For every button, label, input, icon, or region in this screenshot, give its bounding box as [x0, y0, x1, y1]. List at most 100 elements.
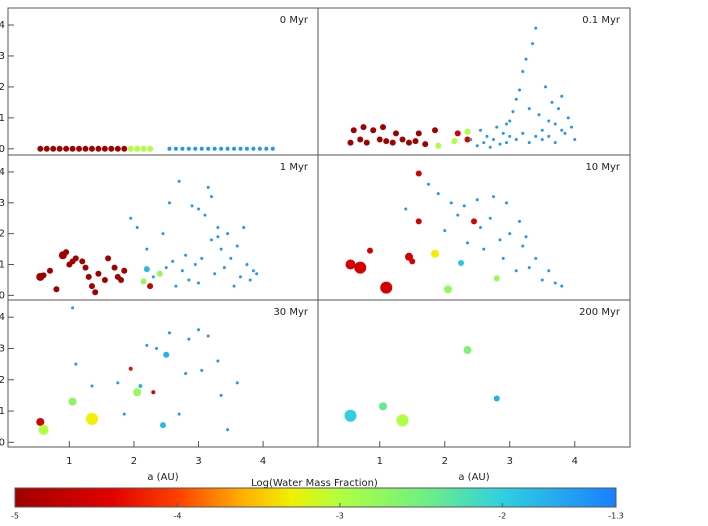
- x-tick-label: 1: [66, 456, 72, 467]
- point: [79, 258, 86, 265]
- point: [95, 145, 102, 152]
- point: [415, 218, 422, 225]
- colorbar-tick-label: -2: [498, 512, 506, 521]
- y-tick-label: 4: [0, 20, 5, 31]
- point: [524, 57, 528, 61]
- point: [524, 235, 528, 239]
- point: [479, 128, 482, 132]
- point: [155, 346, 159, 350]
- point: [370, 127, 377, 134]
- point: [105, 255, 112, 262]
- point: [203, 213, 207, 217]
- point: [482, 247, 486, 251]
- point: [50, 145, 57, 152]
- point: [466, 241, 469, 245]
- point: [563, 131, 567, 135]
- point: [380, 281, 393, 294]
- point: [37, 145, 44, 152]
- point: [197, 207, 201, 211]
- point: [505, 201, 508, 205]
- point: [501, 256, 505, 260]
- point: [63, 145, 70, 152]
- point: [127, 145, 134, 152]
- point: [209, 238, 213, 242]
- point: [518, 88, 521, 92]
- point: [462, 204, 466, 208]
- point: [36, 417, 45, 426]
- colorbar-tick-label: -1.3: [608, 512, 624, 521]
- y-tick-label: 1: [0, 406, 5, 417]
- point: [255, 272, 259, 276]
- panel-title: 0 Myr: [280, 15, 309, 26]
- x-axis-label: a (AU): [147, 472, 178, 483]
- point: [345, 259, 356, 270]
- point: [553, 122, 557, 126]
- point: [235, 381, 239, 385]
- colorbar-title: Log(Water Mass Fraction): [251, 478, 378, 489]
- point: [514, 97, 518, 101]
- point: [458, 259, 464, 266]
- panel-title: 30 Myr: [273, 307, 308, 318]
- point: [469, 138, 473, 142]
- point: [399, 136, 406, 143]
- point: [76, 145, 83, 152]
- point: [229, 256, 233, 260]
- point: [344, 409, 357, 422]
- point: [463, 346, 472, 355]
- point: [376, 136, 383, 143]
- point: [475, 198, 479, 202]
- point: [167, 331, 171, 335]
- point: [140, 145, 147, 152]
- point: [129, 216, 133, 220]
- point: [508, 134, 512, 138]
- y-tick-label: 2: [0, 82, 5, 93]
- point: [222, 266, 226, 270]
- point: [540, 128, 544, 132]
- point: [475, 144, 479, 148]
- point: [216, 226, 220, 229]
- point: [444, 285, 452, 294]
- point: [550, 100, 554, 104]
- y-tick-label: 3: [0, 343, 5, 354]
- point: [232, 284, 236, 288]
- point: [527, 107, 531, 111]
- point: [498, 238, 502, 242]
- point: [257, 146, 262, 151]
- point: [242, 226, 246, 229]
- point: [527, 141, 531, 145]
- point: [46, 267, 53, 274]
- point: [147, 283, 154, 290]
- point: [147, 145, 154, 152]
- point: [244, 146, 249, 151]
- point: [498, 142, 502, 146]
- point: [68, 397, 77, 406]
- point: [177, 412, 181, 416]
- point: [396, 414, 409, 427]
- point: [161, 232, 165, 236]
- point: [206, 146, 211, 151]
- point: [197, 328, 201, 332]
- point: [505, 141, 508, 145]
- point: [347, 139, 354, 146]
- point: [186, 146, 191, 151]
- point: [482, 141, 486, 145]
- point: [488, 145, 492, 149]
- point: [199, 146, 204, 151]
- point: [404, 207, 408, 211]
- point: [357, 136, 364, 143]
- y-tick-label: 0: [0, 144, 5, 155]
- point: [456, 213, 460, 217]
- point: [570, 125, 573, 129]
- point: [206, 185, 210, 189]
- point: [226, 428, 230, 432]
- point: [187, 337, 191, 341]
- panel-title: 0.1 Myr: [582, 15, 621, 26]
- point: [238, 146, 243, 151]
- point: [164, 266, 168, 270]
- point: [101, 276, 108, 283]
- point: [151, 275, 155, 279]
- point: [534, 134, 538, 138]
- point: [111, 264, 118, 271]
- point: [547, 119, 551, 123]
- point: [108, 145, 115, 152]
